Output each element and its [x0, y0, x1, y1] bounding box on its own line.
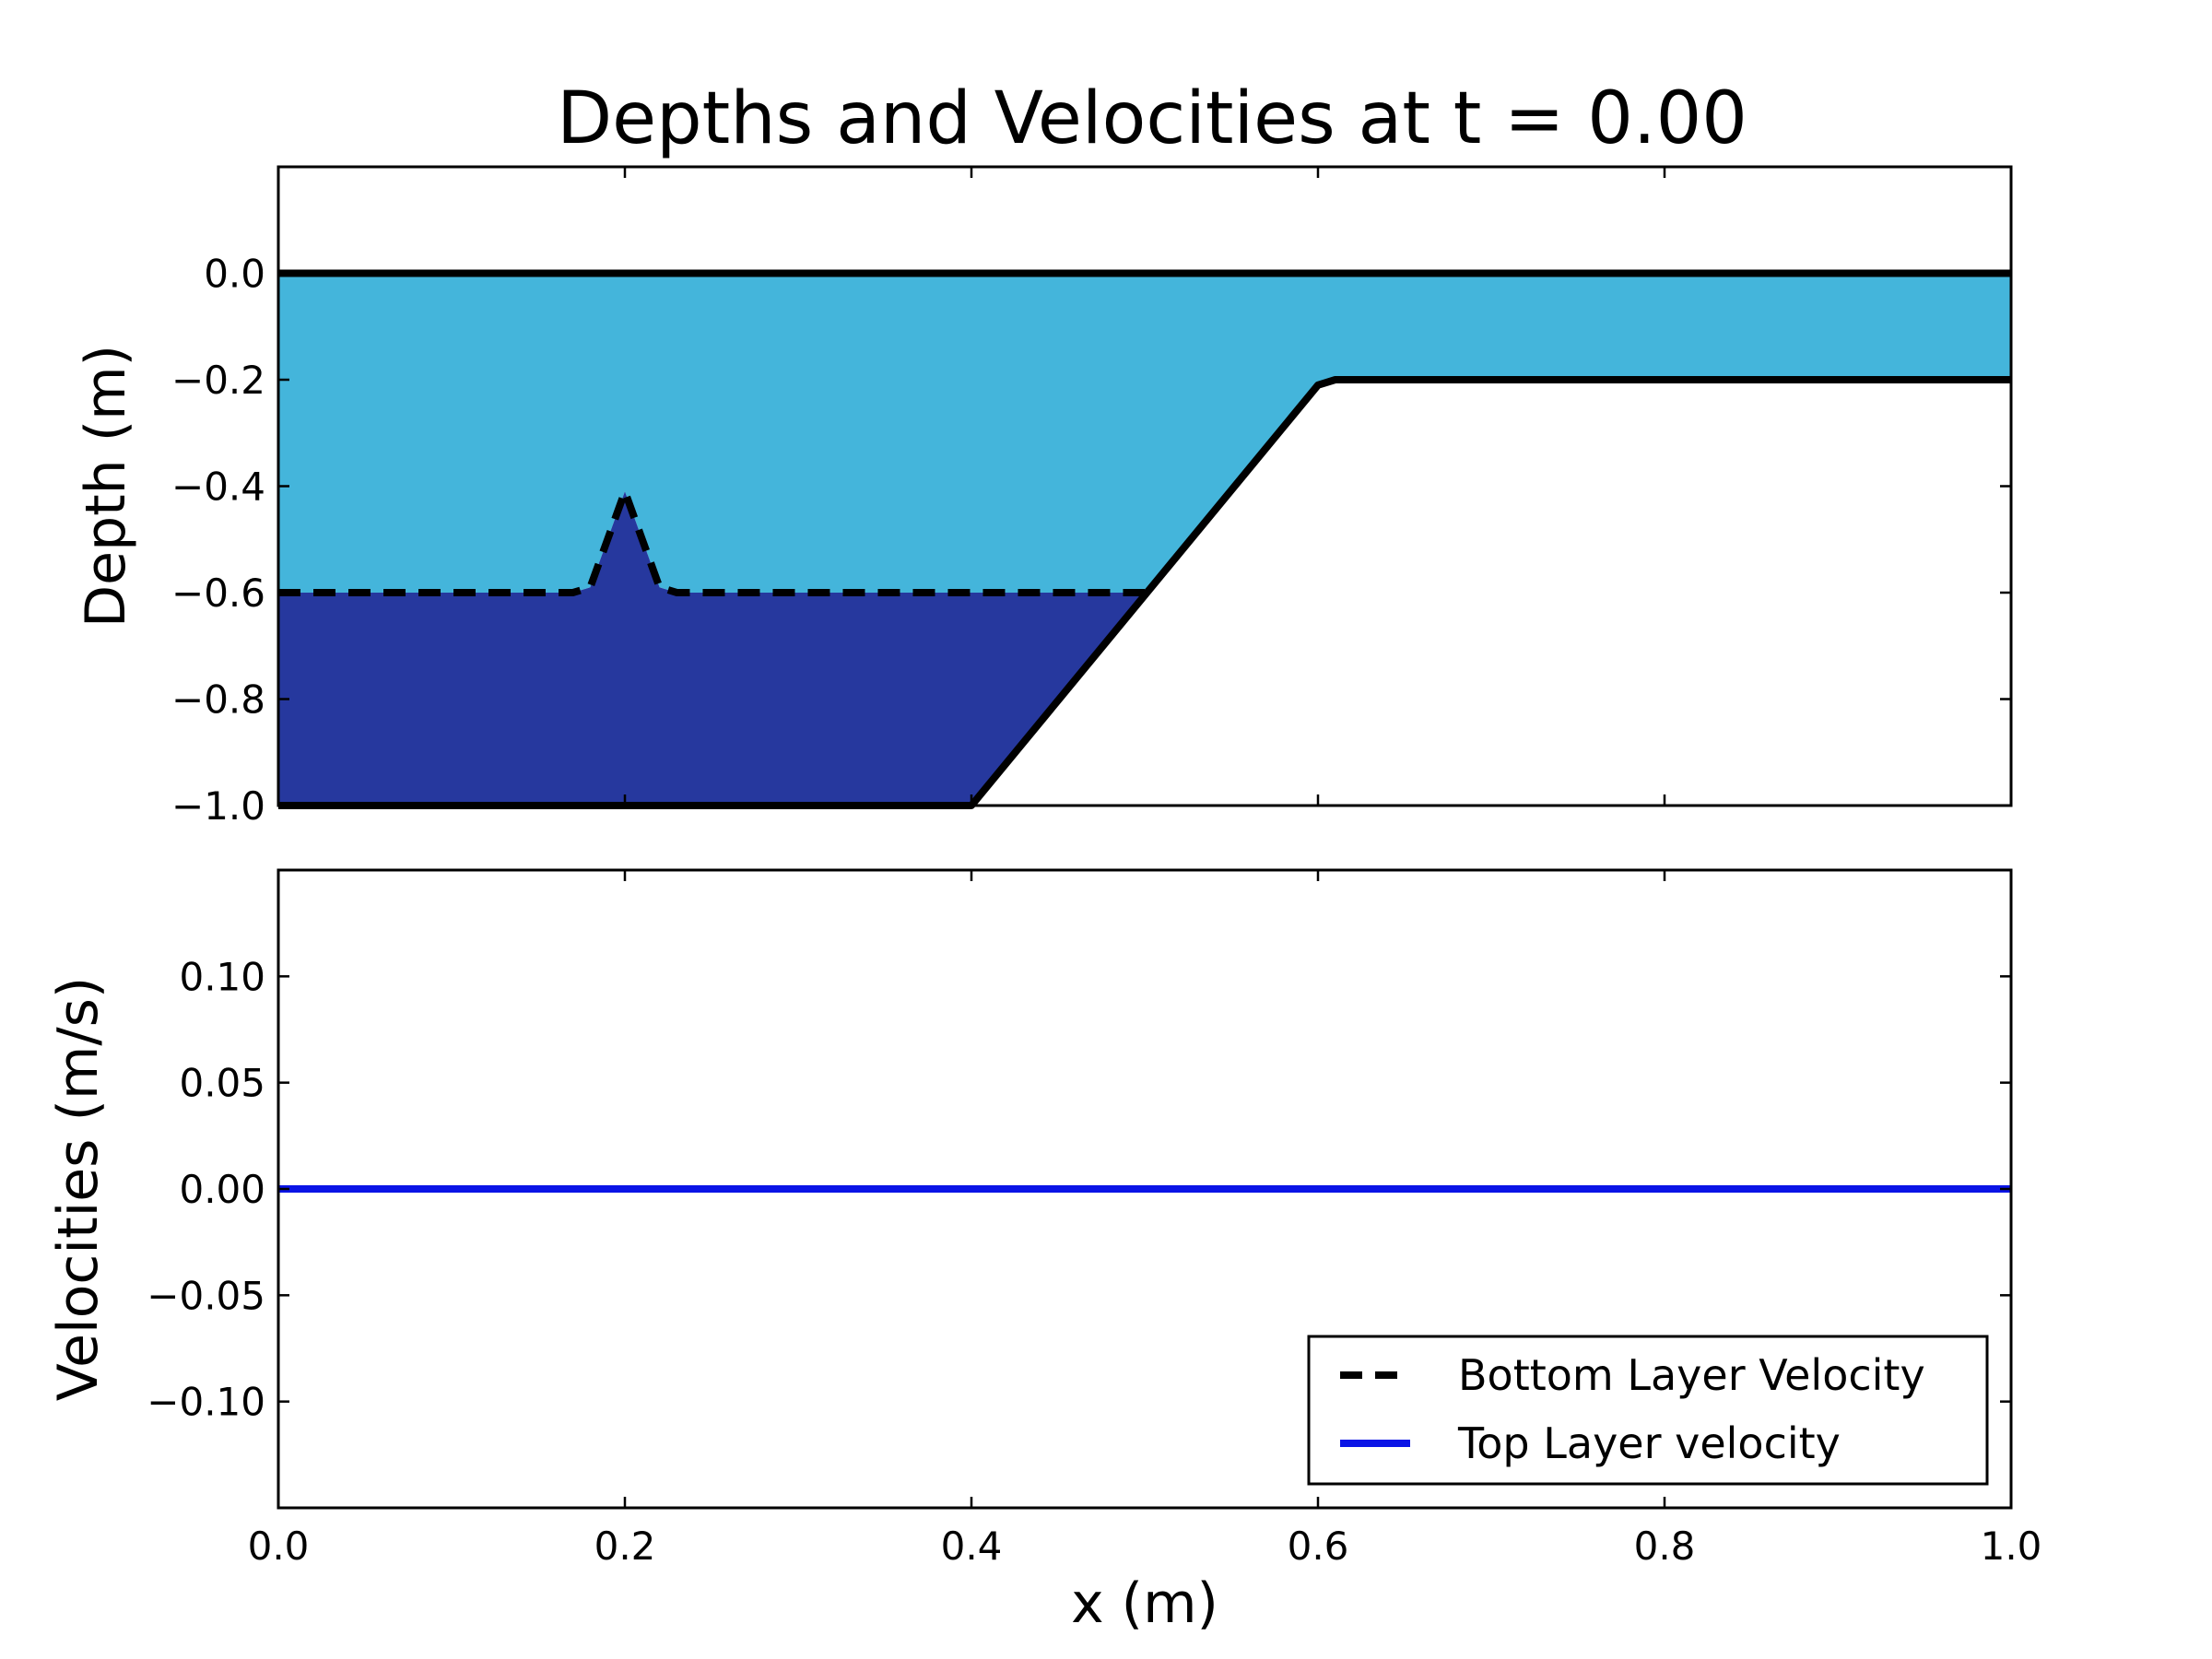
legend-box [1307, 1335, 1989, 1486]
velocity-ytick-label: 0.00 [179, 1167, 265, 1212]
depth-ytick-label: −0.8 [171, 677, 265, 723]
xtick-label: 0.2 [594, 1524, 656, 1569]
depth-panel: 0.0 −0.2 −0.4 −0.6 −0.8 −1.0 Depth (m) [74, 165, 2013, 829]
interface-line [278, 480, 1145, 596]
velocity-ticks: 0.10 0.05 0.00 −0.05 −0.10 0.0 0.2 0.4 0.6 0.8 1.0 [147, 870, 2041, 1569]
depth-ytick-label: −0.6 [171, 571, 265, 616]
depth-axes-frame [276, 165, 2013, 807]
velocity-panel: 0.10 0.05 0.00 −0.05 −0.10 0.0 0.2 0.4 0.6 0.8 1.0… [46, 868, 2041, 1636]
xtick-label: 0.4 [941, 1524, 1003, 1569]
velocity-ytick-label: −0.10 [147, 1380, 265, 1425]
xtick-label: 1.0 [1981, 1524, 2042, 1569]
velocity-ytick-label: 0.10 [179, 954, 265, 999]
legend: Bottom Layer Velocity Top Layer velocity [1307, 1335, 1989, 1486]
depth-ylabel: Depth (m) [74, 345, 138, 628]
legend-label-bottom-layer-velocity: Bottom Layer Velocity [1458, 1350, 1925, 1400]
bottom-layer-fill [278, 491, 1145, 806]
depth-ytick-label: 0.0 [204, 252, 265, 297]
x-axis-label: x (m) [1071, 1571, 1218, 1636]
velocity-ytick-label: 0.05 [179, 1061, 265, 1106]
velocity-ylabel: Velocities (m/s) [46, 977, 111, 1402]
xtick-label: 0.0 [248, 1524, 310, 1569]
xtick-label: 0.8 [1634, 1524, 1696, 1569]
depth-ticks: 0.0 −0.2 −0.4 −0.6 −0.8 −1.0 [171, 167, 2013, 829]
depth-ytick-label: −1.0 [171, 783, 265, 829]
legend-label-top-layer-velocity: Top Layer velocity [1457, 1418, 1841, 1468]
xtick-label: 0.6 [1288, 1524, 1349, 1569]
chart-title: Depths and Velocities at t = 0.00 [557, 77, 1747, 160]
velocity-ytick-label: −0.05 [147, 1273, 265, 1318]
depth-ytick-label: −0.4 [171, 465, 265, 510]
top-layer-fill [278, 273, 2011, 593]
depth-ytick-label: −0.2 [171, 358, 265, 403]
velocity-axes-frame [276, 868, 2013, 1510]
